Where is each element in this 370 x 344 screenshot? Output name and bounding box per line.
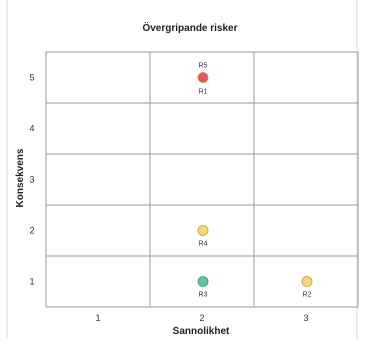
point-label: R3 bbox=[199, 292, 208, 299]
grid bbox=[45, 51, 359, 308]
y-tick-label: 4 bbox=[29, 124, 34, 134]
data-points: R5 R1 R4 R3 R2 bbox=[197, 63, 313, 299]
data-point-marker bbox=[197, 72, 209, 83]
y-tick-label: 3 bbox=[29, 175, 34, 185]
x-tick-label: 2 bbox=[199, 313, 204, 323]
y-tick-label: 5 bbox=[29, 73, 34, 83]
y-tick-label: 2 bbox=[29, 226, 34, 236]
x-axis-label: Sannolikhet bbox=[173, 326, 230, 337]
point-label: R1 bbox=[199, 89, 208, 96]
data-point-marker bbox=[197, 276, 209, 287]
x-tick-labels: 1 2 3 bbox=[95, 313, 308, 323]
x-tick-label: 3 bbox=[303, 313, 308, 323]
data-point-marker bbox=[301, 276, 313, 287]
x-tick-label: 1 bbox=[95, 313, 100, 323]
chart-title: Övergripande risker bbox=[142, 21, 237, 34]
data-point-marker bbox=[197, 225, 209, 236]
y-tick-label: 1 bbox=[29, 277, 34, 287]
point-label: R2 bbox=[303, 292, 312, 299]
y-tick-labels: 1 2 3 4 5 bbox=[29, 73, 34, 287]
y-axis-label: Konsekvens bbox=[15, 148, 26, 207]
point-label: R5 bbox=[199, 63, 208, 70]
point-label: R4 bbox=[199, 241, 208, 248]
